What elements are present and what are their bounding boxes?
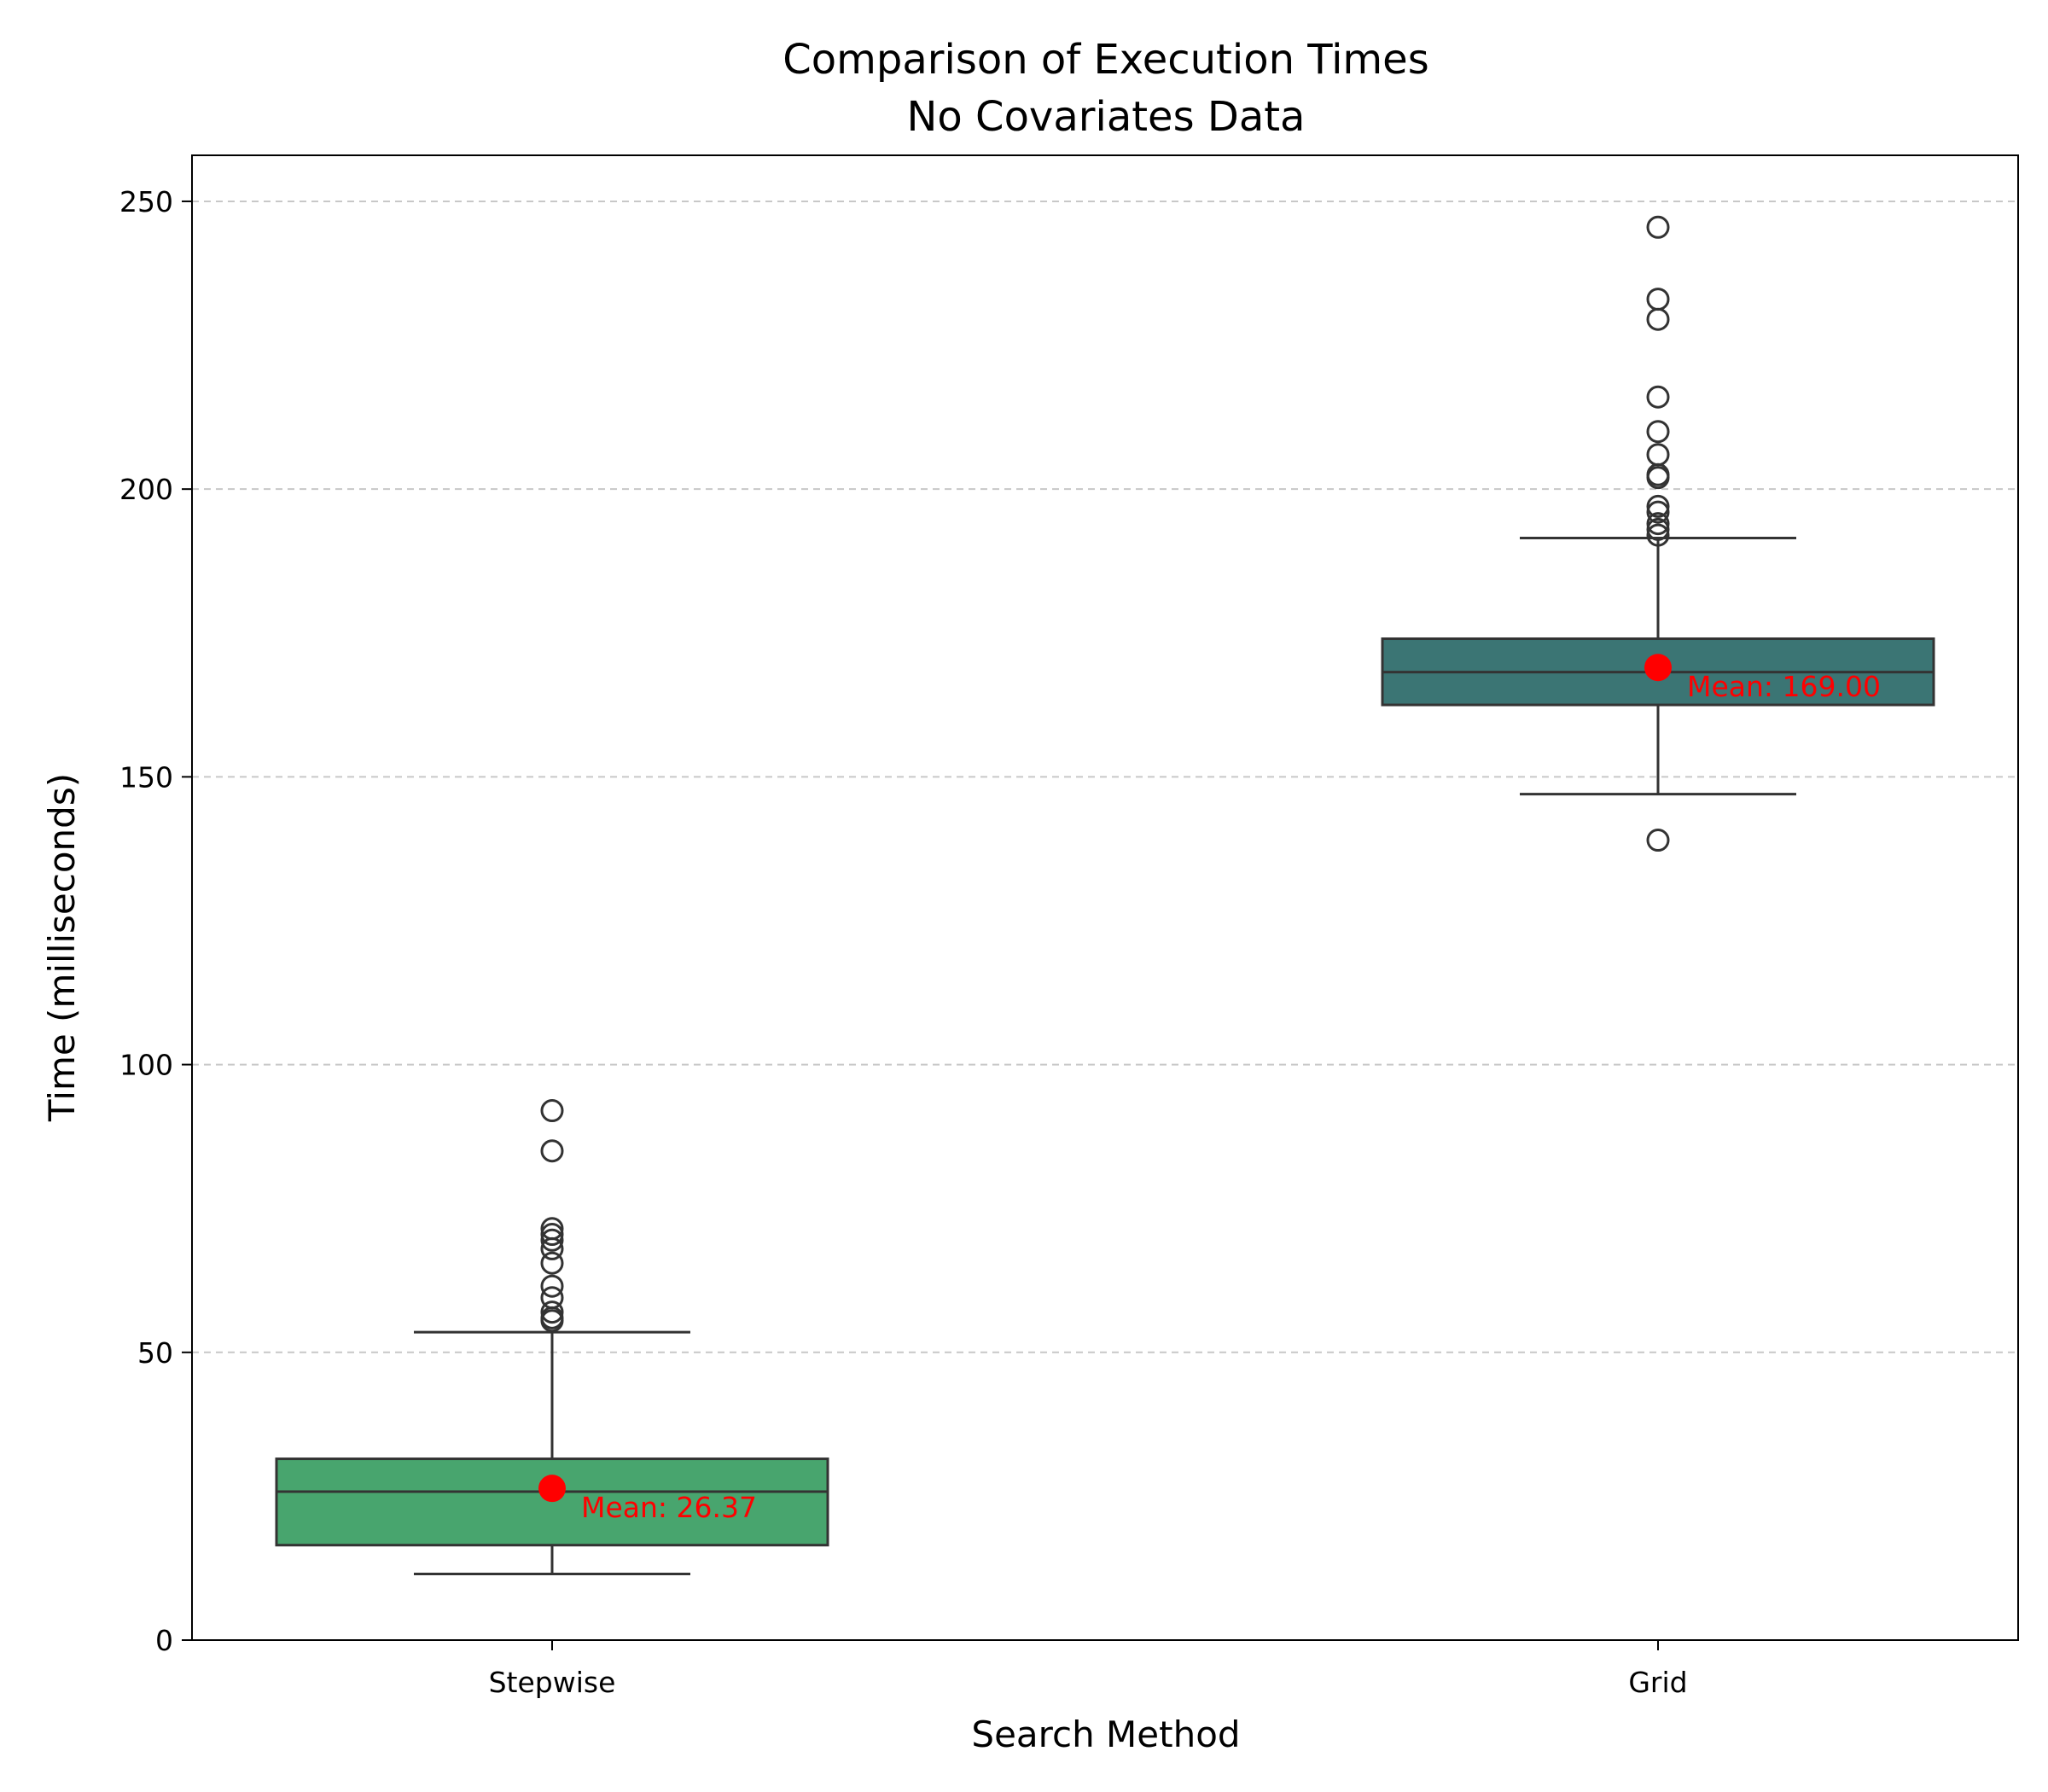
y-tick-label: 250	[119, 185, 173, 218]
outlier-point	[1646, 307, 1670, 331]
outlier-point	[1646, 494, 1670, 518]
outlier-point	[1646, 288, 1670, 311]
axis-ticks: 0 50 100 150 200 250 Stepwise Grid	[119, 185, 1688, 1699]
y-tick-label: 0	[155, 1624, 173, 1657]
mean-marker	[1644, 654, 1672, 682]
grid-lines	[192, 200, 2018, 1641]
y-axis-label: Time (milliseconds)	[41, 773, 83, 1122]
y-tick-label: 100	[119, 1049, 173, 1082]
outlier-point	[540, 1251, 564, 1275]
chart-title-line-1: Comparison of Execution Times	[783, 36, 1428, 84]
mean-label: Mean: 169.00	[1687, 670, 1881, 703]
outlier-point	[540, 1223, 564, 1247]
outlier-point	[1646, 385, 1670, 409]
x-axis-label: Search Method	[971, 1713, 1240, 1755]
y-tick-label: 150	[119, 760, 173, 794]
y-tick-label: 50	[137, 1336, 173, 1370]
outlier-point	[540, 1217, 564, 1241]
boxes: Mean: 26.37 Mean: 169.00	[275, 215, 1935, 1575]
outlier-point	[1646, 517, 1670, 541]
outlier-point	[1646, 215, 1670, 239]
outlier-point	[540, 1099, 564, 1123]
mean-marker	[538, 1475, 566, 1503]
outlier-point	[540, 1274, 564, 1298]
box-grid: Mean: 169.00	[1381, 215, 1935, 852]
outlier-point	[1646, 500, 1670, 524]
outlier-point	[1646, 443, 1670, 467]
y-tick-label: 200	[119, 473, 173, 506]
outlier-point	[1646, 829, 1670, 852]
box-stepwise: Mean: 26.37	[275, 1099, 829, 1575]
plot-frame	[191, 154, 2019, 1641]
outlier-point	[1646, 523, 1670, 547]
mean-label: Mean: 26.37	[581, 1491, 757, 1524]
outlier-point	[540, 1286, 564, 1310]
outlier-point	[540, 1228, 564, 1252]
chart-title-line-2: No Covariates Data	[907, 93, 1306, 141]
x-tick-label: Grid	[1628, 1666, 1687, 1699]
outlier-point	[540, 1139, 564, 1163]
outlier-point	[540, 1300, 564, 1324]
outlier-point	[1646, 420, 1670, 444]
x-tick-label: Stepwise	[489, 1666, 616, 1699]
outlier-point	[1646, 512, 1670, 536]
